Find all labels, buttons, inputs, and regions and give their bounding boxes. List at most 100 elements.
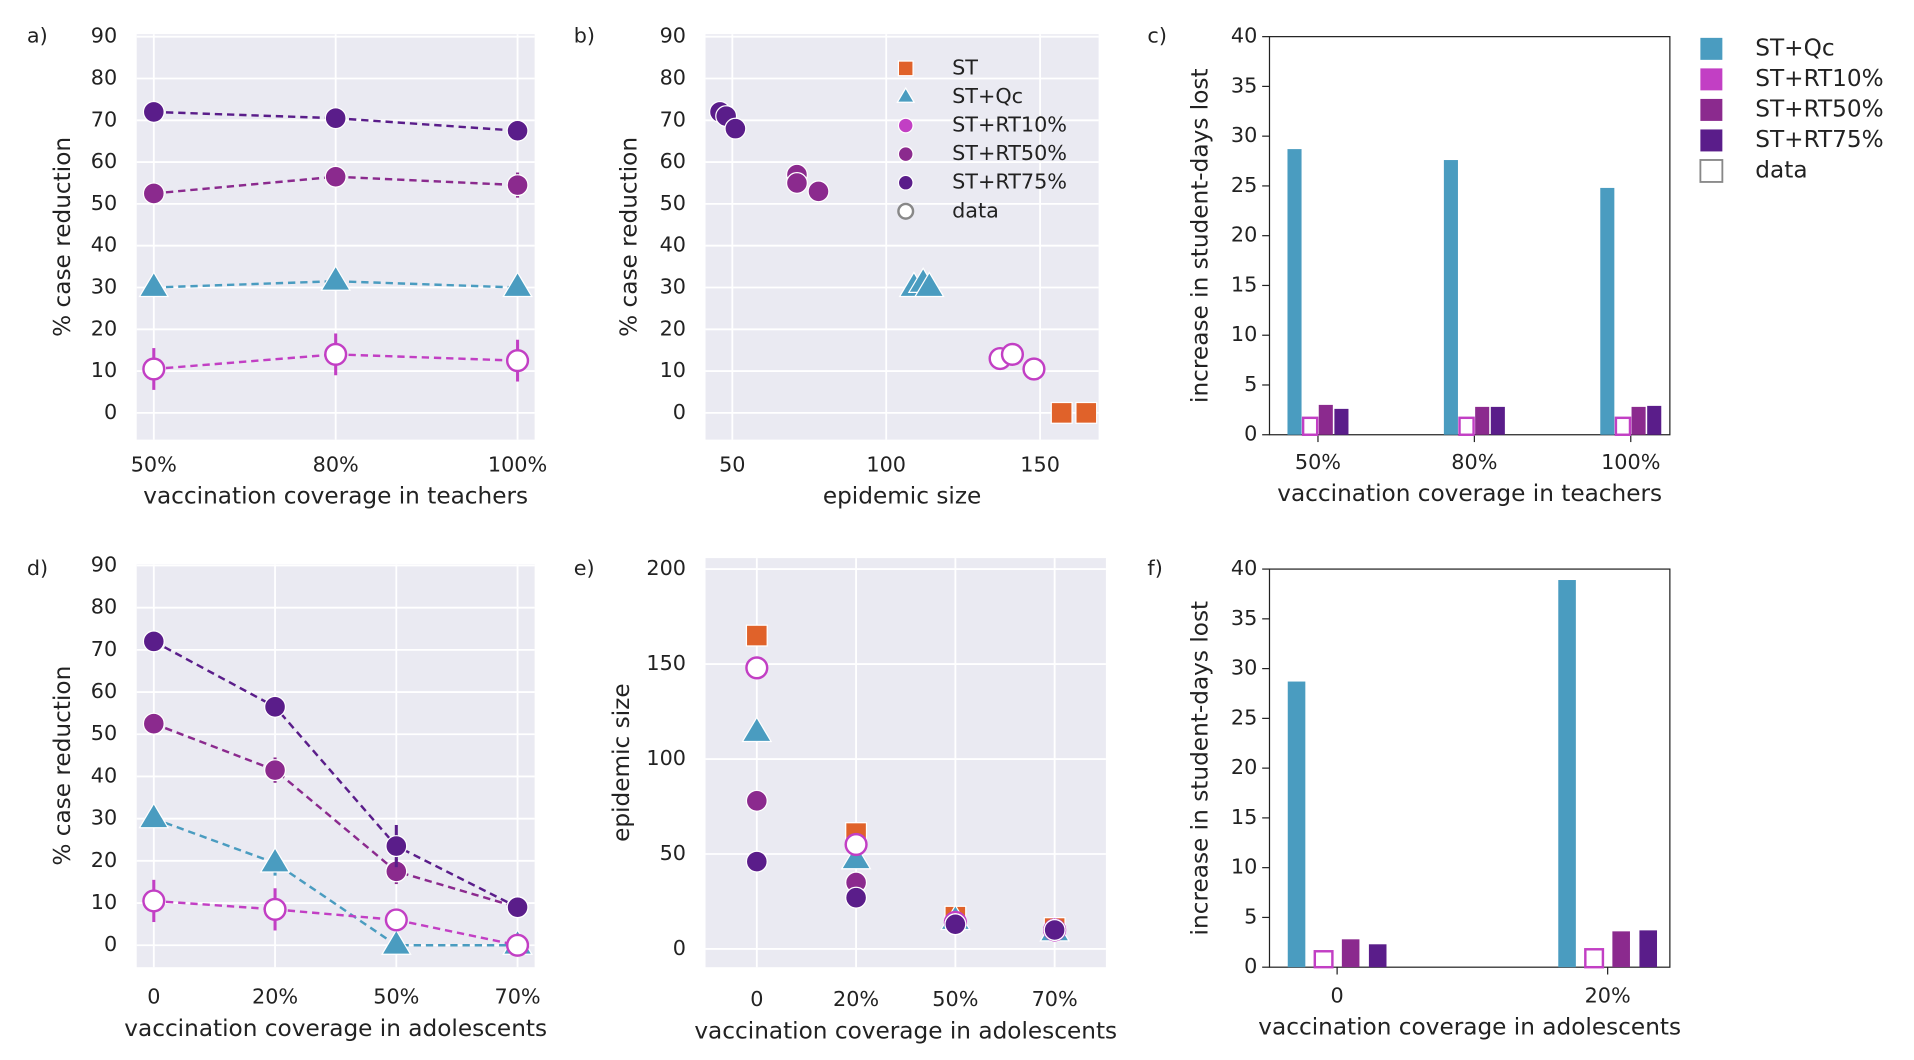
bar: [1443, 160, 1458, 435]
bar: [1600, 187, 1615, 435]
y-tick-label: 90: [91, 552, 117, 576]
bar: [1287, 149, 1302, 435]
plot-background: [136, 564, 535, 968]
y-axis-label: epidemic size: [608, 683, 635, 842]
y-tick-label: 5: [1244, 372, 1257, 396]
series-line: [153, 899, 518, 947]
legend-label: data: [1755, 156, 1807, 183]
y-tick-label: 40: [1231, 556, 1257, 580]
y-tick-label: 90: [91, 24, 117, 48]
circle-marker: [1000, 342, 1025, 366]
circle-marker: [385, 835, 408, 858]
triangle-marker: [913, 271, 945, 298]
y-tick-label: 30: [660, 274, 686, 298]
circle-marker: [324, 165, 347, 188]
y-tick-label: 40: [1231, 24, 1257, 48]
y-tick-label: 10: [660, 358, 686, 382]
y-tick-label: 30: [91, 274, 117, 298]
circle-marker: [897, 146, 914, 163]
panel-label: e): [574, 556, 595, 580]
y-tick-label: 40: [91, 763, 117, 787]
y-tick-label: 35: [1231, 606, 1257, 630]
bar: [1639, 930, 1658, 968]
bar: [1647, 405, 1662, 435]
y-tick-label: 0: [104, 400, 117, 424]
y-tick-label: 80: [91, 65, 117, 89]
bar: [1287, 681, 1306, 968]
y-tick-label: 15: [1231, 805, 1257, 829]
legend-label: ST+RT75%: [952, 170, 1067, 194]
series-line: [153, 817, 518, 947]
y-axis-label: % case reduction: [49, 137, 76, 337]
legend-label: ST+RT75%: [1755, 126, 1883, 153]
y-tick-label: 20: [660, 316, 686, 340]
circle-marker: [505, 933, 530, 957]
bar: [1612, 931, 1630, 968]
y-tick-label: 30: [1231, 656, 1257, 680]
y-tick-label: 0: [1244, 422, 1257, 446]
y-tick-label: 20: [1231, 755, 1257, 779]
y-tick-label: 20: [91, 316, 117, 340]
y-tick-label: 150: [646, 651, 686, 675]
bar: [1301, 416, 1319, 436]
y-tick-label: 40: [91, 233, 117, 257]
panel-label: a): [27, 24, 48, 48]
triangle-marker: [741, 716, 773, 743]
x-tick-label: 0: [147, 985, 160, 1009]
x-tick-label: 100%: [488, 452, 547, 476]
plot-background: [1268, 568, 1671, 968]
circle-marker: [324, 107, 347, 130]
x-tick-label: 150: [1020, 452, 1060, 476]
legend-key: [1700, 129, 1723, 152]
triangle-marker: [259, 846, 291, 873]
triangle-marker: [138, 802, 170, 829]
legend-label: ST+Qc: [952, 84, 1023, 108]
circle-marker: [142, 712, 165, 735]
y-tick-label: 20: [1231, 223, 1257, 247]
legend-label: ST+RT50%: [1755, 95, 1883, 122]
bar: [1318, 404, 1333, 435]
bar: [1490, 406, 1505, 435]
y-tick-label: 50: [91, 191, 117, 215]
triangle-marker: [380, 928, 412, 955]
triangle-marker: [896, 86, 916, 103]
x-tick-label: 100%: [1601, 450, 1660, 474]
circle-marker: [506, 896, 529, 919]
legend-label: ST: [952, 55, 978, 79]
triangle-marker: [502, 271, 533, 298]
x-axis-label: epidemic size: [823, 483, 981, 510]
y-tick-label: 90: [660, 24, 686, 48]
circle-marker: [264, 759, 287, 782]
x-tick-label: 70%: [1032, 987, 1078, 1011]
bar: [1334, 408, 1349, 435]
y-tick-label: 0: [1244, 954, 1257, 978]
y-tick-label: 40: [660, 233, 686, 257]
y-tick-label: 0: [673, 400, 686, 424]
x-tick-label: 20%: [833, 987, 879, 1011]
circle-marker: [745, 789, 768, 812]
y-tick-label: 10: [1231, 855, 1257, 879]
x-tick-label: 50%: [131, 452, 177, 476]
circle-marker: [897, 174, 914, 191]
bar: [1458, 416, 1475, 436]
panel-label: d): [27, 556, 48, 580]
triangle-marker: [138, 271, 170, 298]
bar: [1584, 948, 1605, 969]
x-axis-label: vaccination coverage in teachers: [143, 483, 528, 510]
legend-key: [1699, 159, 1724, 183]
y-axis-label: increase in student-days lost: [1187, 68, 1214, 403]
circle-marker: [142, 100, 165, 123]
legend-key: [1700, 37, 1723, 60]
legend-label: data: [952, 198, 999, 222]
square-marker: [745, 624, 768, 647]
y-tick-label: 70: [660, 107, 686, 131]
y-tick-label: 20: [91, 848, 117, 872]
y-tick-label: 50: [660, 841, 686, 865]
series-line: [153, 722, 518, 909]
y-tick-label: 50: [660, 191, 686, 215]
y-tick-label: 60: [660, 149, 686, 173]
y-tick-label: 80: [91, 595, 117, 619]
bar: [1368, 944, 1387, 968]
y-tick-label: 80: [660, 65, 686, 89]
x-tick-label: 50: [719, 452, 745, 476]
